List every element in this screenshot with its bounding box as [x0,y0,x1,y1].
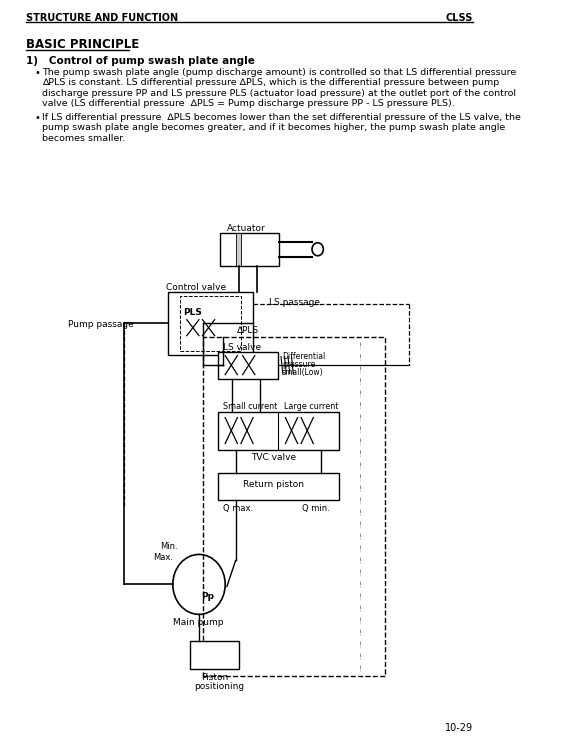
Bar [236,233,241,266]
Text: Pp: Pp [201,592,214,601]
Text: Q min.: Q min. [302,504,329,514]
Text: Pump passage: Pump passage [68,319,134,329]
Bar [220,233,279,266]
Text: Return piston: Return piston [243,480,304,489]
Text: The pump swash plate angle (pump discharge amount) is controlled so that LS diff: The pump swash plate angle (pump dischar… [42,68,516,77]
Text: Large current: Large current [284,402,338,411]
Text: positioning: positioning [194,682,244,691]
Text: Max.: Max. [153,553,173,562]
Text: Small current: Small current [223,402,277,411]
Text: BASIC PRINCIPLE: BASIC PRINCIPLE [26,38,140,51]
Text: Differential: Differential [282,352,325,361]
Bar [218,411,339,450]
Text: If LS differential pressure  ∆PLS becomes lower than the set differential pressu: If LS differential pressure ∆PLS becomes… [42,113,521,122]
Text: Q max.: Q max. [223,504,253,514]
Text: small(Low): small(Low) [282,367,324,377]
Text: pressure: pressure [282,360,315,369]
Text: pump swash plate angle becomes greater, and if it becomes higher, the pump swash: pump swash plate angle becomes greater, … [42,124,505,132]
Text: Actuator: Actuator [227,224,265,233]
Text: valve (LS differential pressure  ∆PLS = Pump discharge pressure PP - LS pressure: valve (LS differential pressure ∆PLS = P… [42,99,455,108]
Text: becomes smaller.: becomes smaller. [42,134,125,143]
Text: LS passage: LS passage [269,297,320,307]
Text: ∆PLS: ∆PLS [236,325,259,335]
Text: discharge pressure PP and LS pressure PLS (actuator load pressure) at the outlet: discharge pressure PP and LS pressure PL… [42,89,516,98]
Text: 1)   Control of pump swash plate angle: 1) Control of pump swash plate angle [26,56,255,66]
Text: TVC valve: TVC valve [251,453,296,461]
Bar [190,641,239,669]
Bar [180,296,241,350]
Bar [168,291,253,355]
Text: CLSS: CLSS [446,13,473,23]
Text: PLS: PLS [183,308,202,316]
Text: Control valve: Control valve [166,283,226,291]
Text: Piston: Piston [201,673,228,682]
Bar [204,336,385,676]
Text: LS valve: LS valve [223,343,261,352]
Text: Min.: Min. [160,542,177,551]
Text: Main pump: Main pump [173,618,223,627]
Text: •: • [35,68,41,78]
Bar [218,352,277,378]
Text: ∆PLS is constant. LS differential pressure ∆PLS, which is the differential press: ∆PLS is constant. LS differential pressu… [42,79,499,88]
Text: STRUCTURE AND FUNCTION: STRUCTURE AND FUNCTION [26,13,178,23]
Bar [218,473,339,500]
Text: •: • [35,113,41,123]
Text: 10-29: 10-29 [445,723,473,733]
